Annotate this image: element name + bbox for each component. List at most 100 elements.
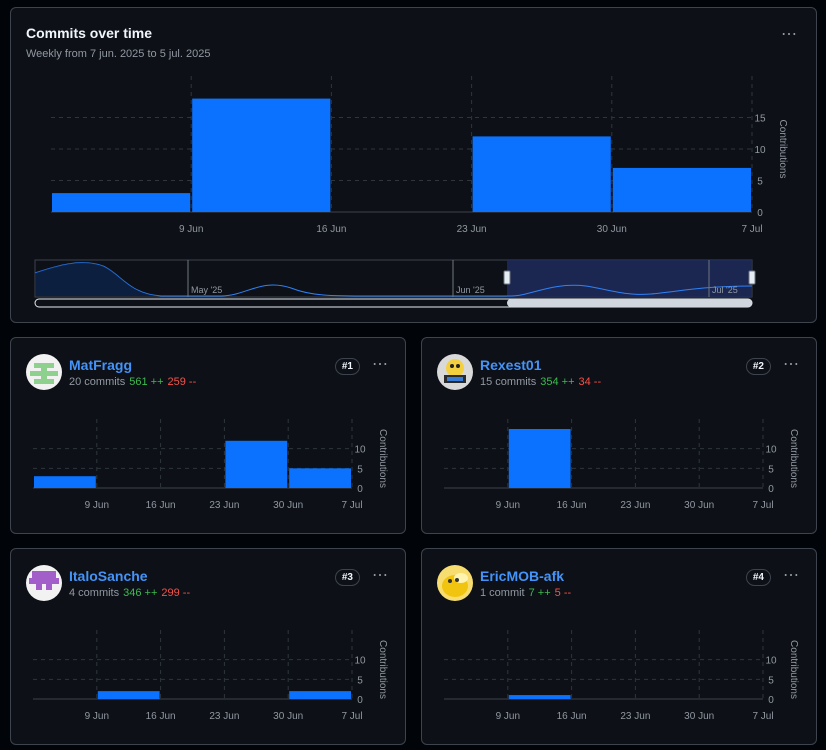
- navigator-scrollbar-thumb[interactable]: [507, 299, 752, 307]
- contributor-stats: 1 commit 7 ++ 5 --: [480, 587, 571, 599]
- x-tick-label: 30 Jun: [273, 711, 303, 722]
- contributor-card: Rexest01 15 commits 354 ++ 34 -- #2 ⋯ 0 5 10…: [421, 337, 817, 534]
- y-axis-title: Contributions: [377, 640, 388, 699]
- y-tick-label: 5: [768, 675, 774, 686]
- x-tick-label: 23 Jun: [209, 500, 239, 511]
- navigator-label: May '25: [191, 285, 222, 295]
- bar[interactable]: [52, 193, 191, 212]
- bar[interactable]: [97, 691, 160, 699]
- navigator-series-area: [35, 262, 161, 296]
- x-tick-label: 23 Jun: [209, 711, 239, 722]
- y-tick-label: 5: [357, 464, 363, 475]
- x-tick-label: 9 Jun: [85, 711, 109, 722]
- deletions-count: 5 --: [554, 587, 572, 599]
- y-tick-label: 5: [768, 464, 774, 475]
- y-axis-title: Contributions: [788, 640, 799, 699]
- contributor-name[interactable]: MatFragg: [69, 357, 132, 373]
- bar[interactable]: [225, 440, 288, 488]
- x-tick-label: 16 Jun: [557, 500, 587, 511]
- x-tick-label: 7 Jul: [741, 224, 762, 235]
- commits-bar-chart: 0 5 10 15 9 Jun 16 Jun 23 Jun 30 Jun 7 Jul Contri…: [34, 76, 788, 308]
- bar[interactable]: [192, 98, 331, 212]
- contributor-menu-button[interactable]: ⋯: [372, 567, 389, 584]
- bar[interactable]: [612, 167, 751, 212]
- bar[interactable]: [508, 429, 571, 488]
- contributor-menu-button[interactable]: ⋯: [783, 567, 800, 584]
- navigator-selection[interactable]: [507, 260, 752, 297]
- rank-badge: #3: [334, 569, 360, 586]
- x-tick-label: 16 Jun: [146, 711, 176, 722]
- y-tick-label: 10: [354, 656, 366, 667]
- contributor-bar-chart: 0 5 10 9 Jun 16 Jun 23 Jun 30 Jun 7 Jul Contribu…: [33, 419, 388, 511]
- commit-count: 15 commits: [480, 376, 537, 388]
- x-tick-label: 9 Jun: [496, 711, 520, 722]
- contributor-name[interactable]: EricMOB-afk: [480, 568, 565, 584]
- bar[interactable]: [508, 695, 571, 699]
- y-tick-label: 0: [768, 695, 774, 706]
- x-tick-label: 30 Jun: [684, 711, 714, 722]
- y-axis-title: Contributions: [777, 120, 788, 179]
- rank-badge: #4: [745, 569, 771, 586]
- commit-count: 4 commits: [69, 587, 120, 599]
- navigator-label: Jul '25: [712, 285, 738, 295]
- x-tick-label: 30 Jun: [273, 500, 303, 511]
- additions-count: 561 ++: [129, 376, 164, 388]
- y-tick-label: 0: [357, 484, 363, 495]
- contributor-stats: 4 commits 346 ++ 299 --: [69, 587, 190, 599]
- navigator-handle[interactable]: [503, 270, 511, 285]
- commits-over-time-card: Commits over time Weekly from 7 jun. 202…: [10, 7, 817, 323]
- deletions-count: 299 --: [161, 587, 191, 599]
- contributor-name[interactable]: ItaloSanche: [69, 568, 148, 584]
- navigator-label: Jun '25: [456, 285, 485, 295]
- contributor-bar-chart: 0 5 10 9 Jun 16 Jun 23 Jun 30 Jun 7 Jul Contribu…: [444, 419, 799, 511]
- additions-count: 354 ++: [540, 376, 575, 388]
- navigator-handle[interactable]: [748, 270, 756, 285]
- x-tick-label: 9 Jun: [496, 500, 520, 511]
- bar[interactable]: [472, 136, 611, 212]
- bar[interactable]: [34, 476, 96, 488]
- y-tick-label: 10: [354, 445, 366, 456]
- bar[interactable]: [289, 691, 351, 699]
- avatar[interactable]: [26, 565, 62, 601]
- x-tick-label: 7 Jul: [752, 711, 773, 722]
- x-tick-label: 23 Jun: [620, 711, 650, 722]
- contributor-card: EricMOB-afk 1 commit 7 ++ 5 -- #4 ⋯ 0 5 10 9 …: [421, 548, 817, 745]
- deletions-count: 34 --: [578, 376, 602, 388]
- y-tick-label: 10: [765, 656, 777, 667]
- x-tick-label: 23 Jun: [457, 224, 487, 235]
- bar[interactable]: [289, 468, 351, 488]
- x-tick-label: 23 Jun: [620, 500, 650, 511]
- commit-count: 1 commit: [480, 587, 525, 599]
- contributor-menu-button[interactable]: ⋯: [783, 356, 800, 373]
- x-tick-label: 16 Jun: [146, 500, 176, 511]
- y-tick-label: 0: [357, 695, 363, 706]
- y-tick-label: 0: [768, 484, 774, 495]
- avatar[interactable]: [437, 354, 473, 390]
- deletions-count: 259 --: [167, 376, 197, 388]
- contributor-card: ItaloSanche 4 commits 346 ++ 299 -- #3 ⋯ 0…: [10, 548, 406, 745]
- contributor-menu-button[interactable]: ⋯: [372, 356, 389, 373]
- y-axis-title: Contributions: [788, 429, 799, 488]
- x-tick-label: 16 Jun: [316, 224, 346, 235]
- additions-count: 7 ++: [528, 587, 551, 599]
- contributor-bar-chart: 0 5 10 9 Jun 16 Jun 23 Jun 30 Jun 7 Jul Contribu…: [33, 630, 388, 722]
- y-tick-label: 5: [357, 675, 363, 686]
- avatar[interactable]: [26, 354, 62, 390]
- contributor-stats: 20 commits 561 ++ 259 --: [69, 376, 196, 388]
- x-tick-label: 9 Jun: [179, 224, 203, 235]
- chart-menu-button[interactable]: ⋯: [781, 26, 798, 43]
- chart-subtitle: Weekly from 7 jun. 2025 to 5 jul. 2025: [26, 48, 211, 60]
- rank-badge: #1: [334, 358, 360, 375]
- range-navigator[interactable]: May '25 Jun '25 Jul '25: [34, 259, 756, 308]
- avatar[interactable]: [437, 565, 473, 601]
- x-tick-label: 7 Jul: [752, 500, 773, 511]
- x-tick-label: 30 Jun: [597, 224, 627, 235]
- y-tick-label: 5: [757, 177, 763, 188]
- x-tick-label: 7 Jul: [341, 500, 362, 511]
- contributor-name[interactable]: Rexest01: [480, 357, 542, 373]
- x-tick-label: 9 Jun: [85, 500, 109, 511]
- x-tick-label: 7 Jul: [341, 711, 362, 722]
- y-tick-label: 10: [754, 145, 766, 156]
- contributor-card: MatFragg 20 commits 561 ++ 259 -- #1 ⋯ 0 5 1…: [10, 337, 406, 534]
- y-tick-label: 0: [757, 208, 763, 219]
